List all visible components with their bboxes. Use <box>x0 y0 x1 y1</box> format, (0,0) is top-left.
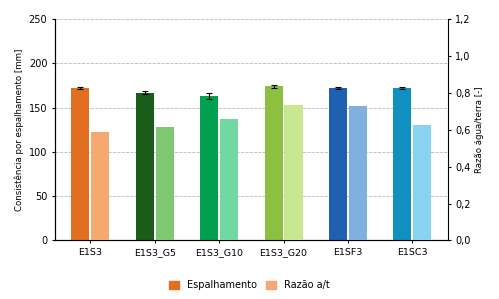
Y-axis label: Consistência por espalhamento [mm]: Consistência por espalhamento [mm] <box>15 48 24 211</box>
Legend: Espalhamento, Razão a/t: Espalhamento, Razão a/t <box>165 276 334 294</box>
Bar <box>156 127 174 240</box>
Bar <box>91 132 109 240</box>
Bar <box>264 86 282 240</box>
Bar <box>220 119 238 240</box>
Bar <box>393 88 411 240</box>
Bar <box>71 88 89 240</box>
Y-axis label: Razão água/terra [-]: Razão água/terra [-] <box>475 86 484 173</box>
Bar <box>329 88 347 240</box>
Bar <box>413 125 431 240</box>
Bar <box>136 92 154 240</box>
Bar <box>284 105 302 240</box>
Bar <box>349 106 367 240</box>
Bar <box>200 96 218 240</box>
